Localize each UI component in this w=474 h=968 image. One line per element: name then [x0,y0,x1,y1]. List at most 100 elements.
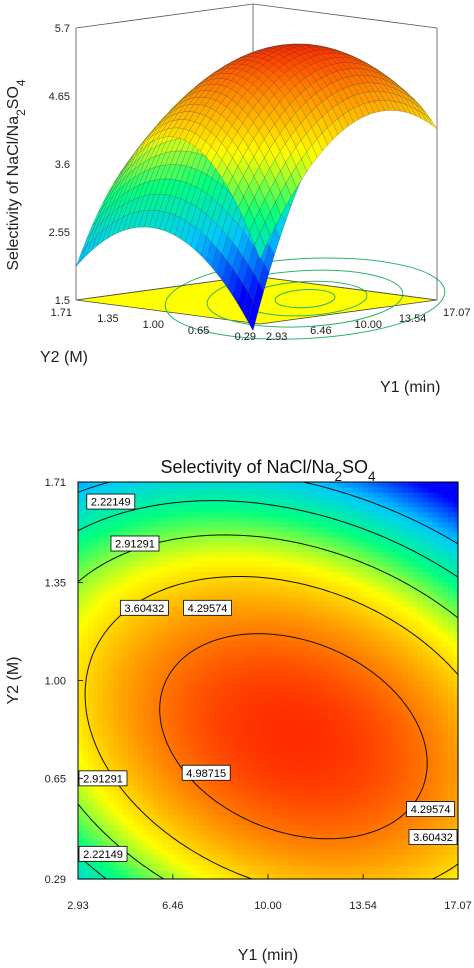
heatmap-cell [248,576,254,582]
heatmap-cell [158,824,164,830]
heatmap-cell [198,705,204,711]
heatmap-cell [193,754,199,761]
heatmap-cell [158,759,164,766]
heatmap-cell [298,814,304,821]
heatmap-cell [178,789,184,796]
heatmap-cell [143,705,149,711]
heatmap-cell [143,700,149,706]
heatmap-cell [238,749,244,756]
heatmap-cell [198,730,204,736]
heatmap-cell [233,660,239,667]
heatmap-cell [293,581,299,587]
heatmap-cell [133,625,139,632]
heatmap-cell [198,675,204,682]
heatmap-cell [253,640,259,647]
heatmap-cell [158,859,164,865]
heatmap-cell [248,650,254,657]
heatmap-cell [88,819,94,826]
heatmap-cell [303,735,309,741]
heatmap-cell [268,754,274,761]
heatmap-cell [193,834,199,840]
heatmap-cell [173,521,179,528]
heatmap-cell [88,635,94,642]
heatmap-cell [208,690,214,696]
heatmap-cell [158,591,164,597]
heatmap-cell [143,491,149,498]
heatmap-cell [288,819,294,826]
heatmap-cell [78,496,84,503]
heatmap-cell [128,665,134,672]
heatmap-cell [238,695,244,701]
heatmap-cell [308,720,314,726]
heatmap-cell [203,541,209,548]
heatmap-cell [298,655,304,662]
heatmap-cell [263,854,269,860]
heatmap-cell [183,546,189,553]
heatmap-cell [203,829,209,835]
heatmap-cell [208,571,214,577]
heatmap-cell [213,496,219,503]
heatmap-cell [293,869,299,875]
heatmap-cell [308,799,314,806]
heatmap-cell [268,566,274,572]
heatmap-cell [228,725,234,731]
heatmap-cell [233,516,239,523]
heatmap-cell [153,576,159,582]
heatmap-cell [143,665,149,672]
heatmap-cell [243,655,249,662]
heatmap-cell [78,735,84,741]
heatmap-cell [298,541,304,548]
heatmap-cell [143,625,149,632]
heatmap-cell [248,779,254,786]
heatmap-cell [133,715,139,721]
heatmap-cell [308,690,314,696]
heatmap-cell [118,749,124,756]
heatmap-cell [213,824,219,830]
heatmap-cell [173,496,179,503]
heatmap-cell [288,506,294,513]
heatmap-cell [293,566,299,572]
heatmap-cell [243,849,249,855]
heatmap-cell [123,829,129,835]
heatmap-cell [263,620,269,627]
heatmap-cell [153,665,159,672]
heatmap-cell [153,794,159,801]
heatmap-cell [118,740,124,746]
heatmap-cell [168,874,174,880]
heatmap-cell [163,715,169,721]
heatmap-cell [98,859,104,865]
heatmap-cell [108,839,114,845]
heatmap-cell [108,660,114,667]
heatmap-cell [173,700,179,706]
heatmap-cell [113,665,119,672]
heatmap-cell [113,650,119,657]
heatmap-cell [78,725,84,731]
heatmap-cell [278,754,284,761]
heatmap-cell [113,789,119,796]
heatmap-cell [278,680,284,687]
heatmap-cell [103,596,109,602]
heatmap-cell [268,700,274,706]
heatmap-cell [228,794,234,801]
heatmap-cell [283,779,289,786]
heatmap-cell [203,834,209,840]
heatmap-cell [173,561,179,567]
heatmap-cell [163,720,169,726]
heatmap-cell [238,759,244,766]
heatmap-cell [183,571,189,577]
heatmap-cell [208,819,214,826]
heatmap-cell [278,844,284,850]
heatmap-cell [138,864,144,870]
heatmap-cell [78,596,84,602]
heatmap-cell [193,516,199,523]
heatmap-cell [88,645,94,652]
heatmap-cell [78,482,84,488]
heatmap-cell [178,486,184,493]
heatmap-cell [183,859,189,865]
heatmap-cell [273,482,279,488]
heatmap-cell [118,730,124,736]
heatmap-cell [173,759,179,766]
heatmap-cell [103,635,109,642]
heatmap-cell [83,804,89,811]
heatmap-cell [233,799,239,806]
